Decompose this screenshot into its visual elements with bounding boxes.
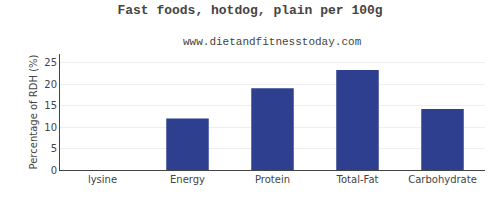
svg-text:Fast foods, hotdog, plain per: Fast foods, hotdog, plain per 100g: [117, 3, 382, 18]
svg-text:Energy: Energy: [170, 174, 205, 185]
svg-text:www.dietandfitnesstoday.com: www.dietandfitnesstoday.com: [183, 36, 362, 48]
svg-text:5: 5: [51, 143, 57, 154]
svg-text:15: 15: [44, 100, 57, 111]
svg-text:Carbohydrate: Carbohydrate: [408, 174, 477, 185]
svg-text:lysine: lysine: [88, 174, 117, 185]
svg-text:10: 10: [44, 122, 57, 133]
svg-text:25: 25: [44, 57, 57, 68]
svg-text:Total-Fat: Total-Fat: [336, 174, 379, 185]
svg-text:0: 0: [51, 165, 57, 176]
svg-text:Protein: Protein: [255, 174, 290, 185]
svg-text:Percentage of RDH (%): Percentage of RDH (%): [28, 54, 39, 169]
svg-text:20: 20: [44, 79, 57, 90]
